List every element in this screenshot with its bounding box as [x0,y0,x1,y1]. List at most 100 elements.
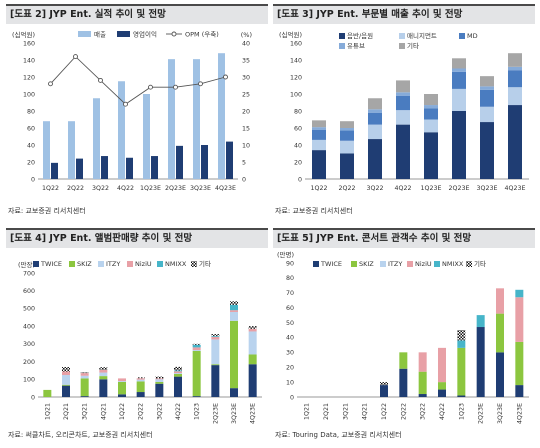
y-tick-label: 120 [23,74,35,81]
bar-segment [174,373,182,374]
y-axis-label: (만명) [277,251,294,259]
revenue-bar [68,121,75,179]
legend-swatch [313,261,319,267]
legend-swatch [117,31,130,37]
bar-segment [399,352,408,369]
bar-segment [340,130,354,141]
y-tick-label: 50 [286,320,294,327]
bar-segment [312,127,326,130]
x-tick-label: 4Q21 [362,403,369,420]
bar-segment [136,377,145,379]
y-tick-label: 100 [23,91,35,98]
bar-segment [424,105,438,109]
y-tick-label: 20 [294,159,302,166]
bar-segment [80,373,89,376]
legend-swatch [33,261,39,267]
bar-segment [155,376,164,379]
bar-segment [418,371,427,395]
x-tick-label: 4Q23E [250,403,257,424]
legend-label: MD [467,32,478,40]
y-tick-label: 700 [23,270,35,277]
y-tick-label: 70 [286,290,294,297]
y-tick-label: 40 [286,335,294,342]
y-tick-label: 200 [23,359,35,366]
bar-segment [62,367,70,372]
bar-segment [457,395,466,397]
panel-title: [도표 2] JYP Ent. 실적 추이 및 전망 [6,4,268,24]
legend-label: ITZY [388,260,402,268]
source-note: 자료: 써클차트, 오리콘차트, 교보증권 리서치센터 [8,431,153,439]
legend-swatch [399,33,405,39]
bar-segment [62,375,70,385]
opm-line [50,55,226,105]
x-tick-label: 4Q23E [215,185,236,192]
y-tick-label: 500 [23,306,35,313]
bar-segment [62,385,70,397]
y2-tick-label: 15 [242,125,250,132]
bar-segment [174,366,182,371]
y-tick-label: 60 [27,125,35,132]
bar-segment [174,370,182,372]
bar-segment [312,129,326,140]
bar-segment [174,373,182,377]
bar-segment [136,379,145,382]
legend-swatch [466,261,472,267]
y-tick-label: 0 [298,176,302,183]
segment-revenue-chart: 0 20 40 60 80 100 120 140 160(십억원) 1Q22 2Q22 3Q22 4Q… [279,30,529,192]
legend-swatch [434,261,440,267]
x-tick-label: 4Q22 [439,403,446,420]
legend-label: 기타 [474,259,486,268]
bar-segment [508,70,522,88]
y-axis-label: (십억원) [279,30,302,39]
y2-tick-label: 20 [242,108,250,115]
legend-label: ITZY [106,260,120,268]
bar-segment [192,350,201,351]
y-tick-label: 0 [290,394,294,401]
x-tick-label: 2Q22 [339,185,356,192]
bar-segment [452,58,466,69]
operating-profit-bar [176,145,183,179]
bar-segment [515,341,524,386]
y2-tick-label: 30 [242,74,250,81]
x-tick-label: 1Q23 [194,403,201,420]
source-note: 자료: 교보증권 리서치센터 [275,207,353,215]
legend-marker [171,31,177,37]
bar-segment [508,66,522,71]
bar-segment [211,364,220,366]
bar-segment [424,119,438,133]
bar-segment [418,352,427,372]
opm-point [148,84,153,90]
bar-segment [380,385,388,397]
opm-point [48,81,53,87]
bar-segment [438,389,446,397]
x-tick-label: 3Q21 [82,403,89,420]
x-tick-label: 2Q21 [63,403,70,420]
bar-segment [480,106,494,123]
source-note: 자료: Touring Data, 교보증권 리서치센터 [275,431,402,439]
panel-earnings: [도표 2] JYP Ent. 실적 추이 및 전망 0 20 40 60 80 100 1… [6,4,268,217]
legend-swatch [407,261,413,267]
x-tick-label: 4Q22 [117,185,134,192]
y-tick-label: 160 [23,40,35,47]
bar-segment [248,364,257,397]
x-tick-label: 1Q23E [140,185,161,192]
x-tick-label: 1Q21 [44,403,51,420]
concert-attendance-chart: 0 10 20 30 40 50 60 70 80 90(만명) 1Q21 2Q21 3Q21 4Q21 1… [277,251,529,424]
legend-swatch [191,261,197,267]
bar-segment [230,320,238,389]
bar-segment [99,369,108,373]
y-tick-label: 0 [31,176,35,183]
bar-segment [452,88,466,111]
bar-segment [515,385,524,397]
bar-segment [508,87,522,106]
bar-segment [211,336,220,340]
legend-label: NMIXX [165,260,187,268]
bar-segment [368,98,382,110]
x-tick-label: 4Q22 [175,403,182,420]
bar-segment [118,394,126,397]
bar-segment [380,382,388,386]
legend-swatch [98,261,104,267]
y-tick-label: 0 [31,394,35,401]
bar-segment [418,394,427,397]
y2-axis-label: (%) [241,31,252,39]
